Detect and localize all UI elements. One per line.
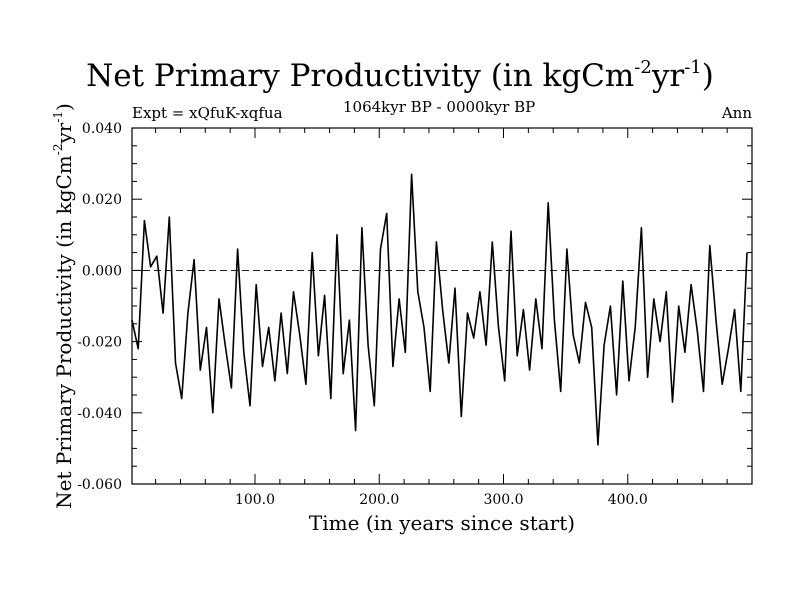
y-tick-label: 0.000 [82, 263, 122, 279]
y-axis-ticks: -0.060 -0.040 -0.020 0.000 0.020 0.040 [77, 121, 752, 493]
y-axis-label-unit-yr: yr [52, 122, 76, 144]
x-axis-label: Time (in years since start) [308, 511, 576, 535]
y-axis-label: Net Primary Productivity (in kgCm-2yr-1) [51, 103, 76, 509]
y-axis-label-exponent-1: -2 [51, 143, 66, 156]
chart-title: Net Primary Productivity (in kgCm-2yr-1) [0, 56, 800, 94]
x-axis-ticks: 100.0 200.0 300.0 400.0 [155, 128, 728, 508]
y-tick-label: 0.040 [82, 121, 122, 137]
experiment-label: Expt = xQfuK-xqfua [132, 104, 283, 122]
y-tick-label: 0.020 [82, 192, 122, 208]
chart-title-unit-yr: yr [651, 58, 685, 94]
chart-title-close: ) [701, 58, 714, 94]
chart-title-text: Net Primary Productivity (in kgCm [86, 58, 635, 94]
y-axis-label-text: Net Primary Productivity (in kgCm [52, 155, 76, 509]
chart-title-exponent-1: -2 [634, 56, 652, 78]
npp-series-line [131, 173, 748, 446]
season-label: Ann [721, 104, 752, 122]
x-tick-label: 100.0 [235, 492, 275, 508]
y-tick-label: -0.040 [77, 406, 122, 422]
period-label: 1064kyr BP - 0000kyr BP [343, 98, 536, 116]
y-tick-label: -0.020 [77, 335, 122, 351]
series-group [131, 173, 748, 446]
x-tick-label: 300.0 [483, 492, 523, 508]
y-axis-label-close: ) [52, 103, 76, 111]
y-tick-label: -0.060 [77, 477, 122, 493]
x-tick-label: 400.0 [608, 492, 648, 508]
x-tick-label: 200.0 [359, 492, 399, 508]
y-axis-label-exponent-2: -1 [51, 110, 66, 123]
chart-title-exponent-2: -1 [684, 56, 702, 78]
